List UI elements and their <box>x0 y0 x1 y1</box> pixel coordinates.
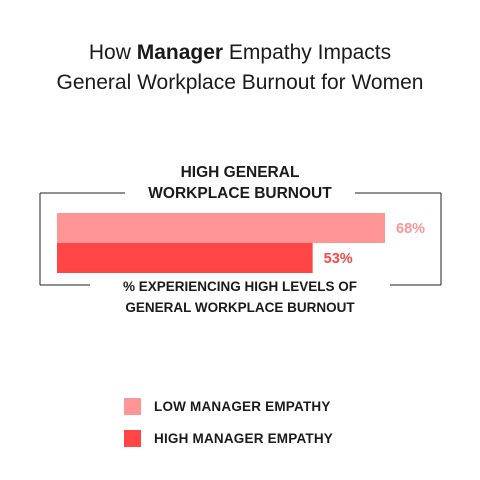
legend: LOW MANAGER EMPATHY HIGH MANAGER EMPATHY <box>124 396 333 460</box>
data-label-low-empathy: 68% <box>396 221 425 237</box>
legend-swatch-low-empathy <box>124 397 141 415</box>
legend-label-high-empathy: HIGH MANAGER EMPATHY <box>154 430 333 446</box>
data-label-high-empathy: 53% <box>324 251 353 267</box>
chart-title: How Manager Empathy Impacts General Work… <box>0 38 480 98</box>
legend-item-low-empathy: LOW MANAGER EMPATHY <box>124 396 333 416</box>
legend-swatch-high-empathy <box>124 429 141 447</box>
category-label-line-1: HIGH GENERAL <box>181 164 300 181</box>
bar-low-empathy <box>57 213 385 243</box>
legend-item-high-empathy: HIGH MANAGER EMPATHY <box>124 428 333 448</box>
category-label-line-2: WORKPLACE BURNOUT <box>148 185 332 202</box>
bar-high-empathy <box>57 243 313 273</box>
axis-label-line-2: GENERAL WORKPLACE BURNOUT <box>125 300 355 315</box>
title-prefix: How <box>88 41 137 64</box>
legend-label-low-empathy: LOW MANAGER EMPATHY <box>154 398 331 414</box>
title-suffix: Empathy Impacts <box>223 41 392 64</box>
title-emphasis: Manager <box>136 41 224 64</box>
title-line-1: How Manager Empathy Impacts <box>0 38 480 68</box>
axis-label-line-1: % EXPERIENCING HIGH LEVELS OF <box>123 279 357 294</box>
title-line-2: General Workplace Burnout for Women <box>56 71 424 94</box>
